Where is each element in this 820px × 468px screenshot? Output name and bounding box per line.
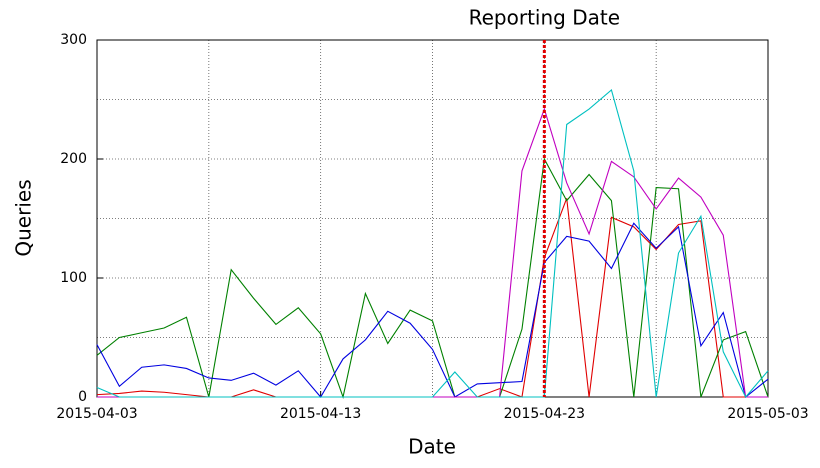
- reference-label: Reporting Date: [469, 6, 620, 30]
- x-tick-label: 2015-05-03: [727, 406, 808, 422]
- series-line: [96, 89, 769, 398]
- x-tick-label: 2015-04-13: [280, 406, 361, 422]
- y-tick-label: 200: [60, 151, 87, 167]
- y-tick-label: 0: [78, 389, 87, 405]
- x-axis-label: Date: [408, 435, 456, 459]
- series-line: [96, 222, 769, 398]
- y-tick-label: 100: [60, 270, 87, 286]
- y-tick-label: 300: [60, 32, 87, 48]
- y-axis-label: Queries: [12, 179, 36, 256]
- x-tick-label: 2015-04-03: [56, 406, 137, 422]
- x-tick-label: 2015-04-23: [504, 406, 585, 422]
